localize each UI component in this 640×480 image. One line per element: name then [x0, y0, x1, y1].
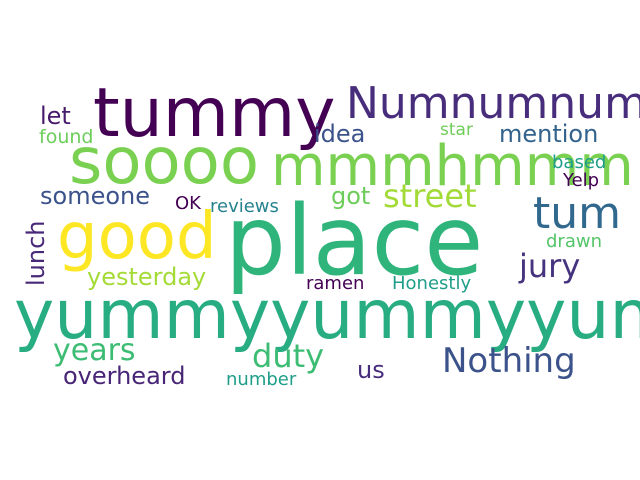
- word-good: good: [57, 200, 217, 274]
- word-number: number: [226, 369, 297, 390]
- word-mmmhmmm: mmmhmmm: [271, 134, 634, 199]
- word-star: star: [440, 120, 473, 140]
- word-place: place: [225, 185, 484, 297]
- word-let: let: [40, 102, 71, 130]
- word-lunch: lunch: [22, 220, 50, 287]
- word-based: based: [552, 152, 607, 173]
- word-jury: jury: [519, 247, 581, 285]
- word-drawn: drawn: [546, 231, 602, 252]
- word-idea: idea: [314, 120, 366, 148]
- word-got: got: [331, 182, 371, 210]
- word-numnumnum: Numnumnum: [346, 78, 640, 129]
- word-tummy: tummy: [93, 74, 336, 153]
- word-years: years: [53, 333, 136, 368]
- word-honestly: Honestly: [392, 273, 472, 294]
- word-reviews: reviews: [210, 196, 279, 217]
- word-found: found: [39, 126, 94, 148]
- word-ok: OK: [175, 193, 201, 214]
- word-yesterday: yesterday: [87, 263, 207, 291]
- word-mention: mention: [499, 120, 599, 148]
- word-overheard: overheard: [63, 362, 186, 390]
- word-duty: duty: [252, 337, 325, 375]
- word-soooo: soooo: [69, 125, 259, 199]
- word-someone: someone: [40, 182, 150, 210]
- word-us: us: [357, 356, 385, 384]
- word-ramen: ramen: [306, 273, 365, 294]
- word-nothing: Nothing: [442, 341, 576, 381]
- word-yelp: Yelp: [563, 170, 600, 191]
- word-street: street: [383, 177, 477, 215]
- word-yummyyummyyummy: yummyyummyyummy: [14, 276, 640, 355]
- word-tum: tum: [533, 188, 621, 239]
